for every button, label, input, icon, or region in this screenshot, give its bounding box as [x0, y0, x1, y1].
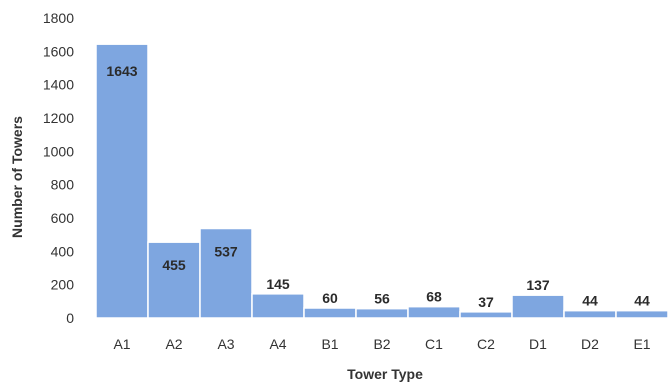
bar-data-labels: 1643 455 537 145 60 56 68 37 137 44 44 — [106, 63, 650, 310]
bar-value-label: 1643 — [106, 63, 137, 79]
y-tick-label: 1400 — [43, 77, 74, 93]
bar-d1 — [511, 294, 565, 319]
y-tick-label: 1000 — [43, 143, 74, 159]
y-tick-label: 600 — [51, 210, 75, 226]
bar-c2 — [459, 311, 513, 319]
y-tick-label: 1800 — [43, 10, 74, 26]
x-tick-label: A2 — [165, 336, 182, 352]
bar-value-label: 44 — [634, 293, 650, 309]
bar-a1 — [95, 43, 149, 319]
x-tick-label: A3 — [217, 336, 234, 352]
x-tick-label: A4 — [269, 336, 286, 352]
bar-value-label: 145 — [266, 276, 290, 292]
y-tick-label: 1200 — [43, 110, 74, 126]
bar-value-label: 455 — [162, 257, 186, 273]
bar-d2 — [563, 309, 617, 319]
bar-value-label: 56 — [374, 291, 390, 307]
x-tick-label: D2 — [581, 336, 599, 352]
x-tick-label: B1 — [321, 336, 338, 352]
y-tick-label: 0 — [66, 310, 74, 326]
bars — [95, 43, 668, 319]
x-tick-label: A1 — [113, 336, 130, 352]
bar-e1 — [615, 309, 668, 319]
y-axis-ticks: 0 200 400 600 800 1000 1200 1400 1600 1800 — [43, 10, 74, 326]
x-tick-label: C1 — [425, 336, 443, 352]
y-tick-label: 1600 — [43, 43, 74, 59]
bar-value-label: 60 — [322, 290, 338, 306]
bar-value-label: 37 — [478, 294, 494, 310]
y-tick-label: 200 — [51, 277, 75, 293]
bar-a2 — [147, 241, 201, 319]
bar-b2 — [355, 307, 409, 319]
y-tick-label: 400 — [51, 243, 75, 259]
bar-c1 — [407, 305, 461, 319]
x-axis-ticks: A1 A2 A3 A4 B1 B2 C1 C2 D1 D2 E1 — [113, 336, 650, 352]
x-tick-label: D1 — [529, 336, 547, 352]
x-tick-label: C2 — [477, 336, 495, 352]
x-tick-label: E1 — [633, 336, 650, 352]
bar-b1 — [303, 307, 357, 319]
bar-value-label: 44 — [582, 293, 598, 309]
bar-value-label: 137 — [526, 277, 550, 293]
y-tick-label: 800 — [51, 177, 75, 193]
x-axis-title: Tower Type — [347, 366, 423, 382]
bar-value-label: 68 — [426, 289, 442, 305]
bar-a3 — [199, 227, 253, 319]
x-tick-label: B2 — [373, 336, 390, 352]
bar-value-label: 537 — [214, 244, 238, 260]
bar-a4 — [251, 293, 305, 319]
y-axis-title: Number of Towers — [9, 116, 25, 238]
